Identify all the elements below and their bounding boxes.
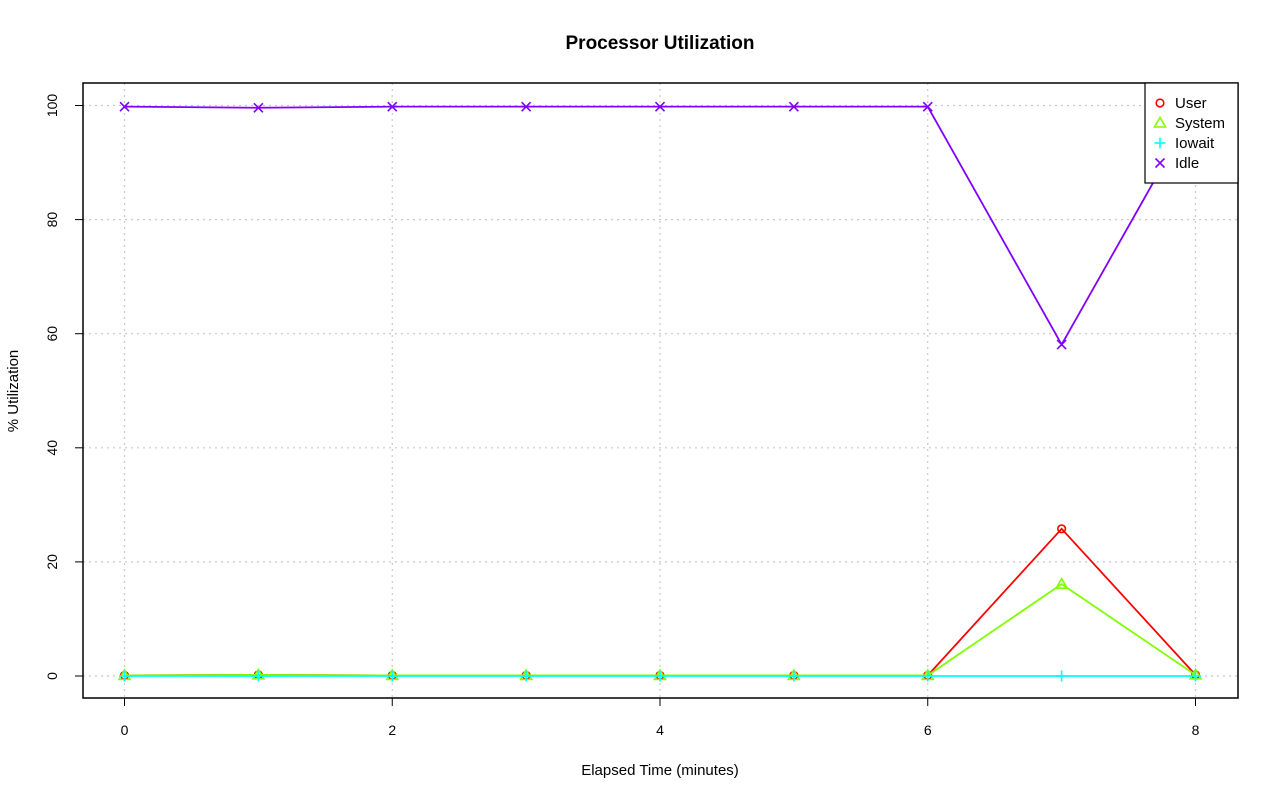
legend-label-iowait: Iowait [1175,135,1215,152]
x-tick-label: 6 [924,722,932,738]
data-point-iowait [252,670,264,682]
legend-marker-iowait [1154,137,1166,149]
x-tick-label: 2 [388,722,396,738]
marker-stroke [788,101,799,112]
series-line-idle [124,105,1197,347]
marker-stroke [922,101,933,112]
marker-stroke [253,102,264,113]
y-tick-label: 20 [44,554,60,570]
data-point-idle [253,102,264,113]
chart-title: Processor Utilization [566,33,755,54]
data-point-system [1054,577,1069,589]
data-point-iowait [654,670,666,682]
series-idle [119,101,1201,350]
legend: User System Iowait Idle [1144,82,1239,184]
data-point-idle [387,101,398,112]
marker-stroke [654,101,666,112]
data-point-user [1057,524,1067,534]
data-point-idle [119,101,130,112]
marker-stroke [387,101,398,112]
x-tick-label: 8 [1192,722,1200,738]
data-point-iowait [788,670,800,682]
data-point-idle [1056,339,1067,350]
marker-stroke [1056,339,1067,350]
legend-marker-system [1153,115,1167,128]
legend-label-user: User [1175,95,1207,112]
data-point-iowait [520,670,532,682]
y-tick-label: 40 [44,440,60,456]
legend-label-system: System [1175,115,1225,132]
series-user [119,524,1201,681]
x-tick-label: 4 [656,722,664,738]
data-point-iowait [922,670,934,682]
series-layer [117,101,1203,682]
data-point-idle [654,101,666,112]
data-point-iowait [1056,670,1068,682]
data-point-iowait [1190,670,1201,682]
data-point-iowait [386,670,398,682]
y-tick-label: 0 [44,672,60,680]
legend-label-idle: Idle [1175,155,1199,172]
legend-marker-idle [1154,157,1166,169]
marker-stroke [1154,157,1166,169]
grid [83,83,1238,698]
data-point-iowait [119,670,130,682]
x-axis-label: Elapsed Time (minutes) [581,762,739,779]
y-tick-label: 60 [44,326,60,342]
y-tick-label: 100 [44,94,60,118]
data-point-idle [788,101,799,112]
series-iowait [119,670,1201,682]
marker-stroke [521,101,532,112]
x-tick-label: 0 [121,722,129,738]
legend-marker-user [1155,98,1165,108]
y-tick-label: 80 [44,212,60,228]
data-point-idle [922,101,933,112]
data-point-idle [521,101,532,112]
marker-stroke [119,101,130,112]
y-axis-label: % Utilization [5,350,22,433]
